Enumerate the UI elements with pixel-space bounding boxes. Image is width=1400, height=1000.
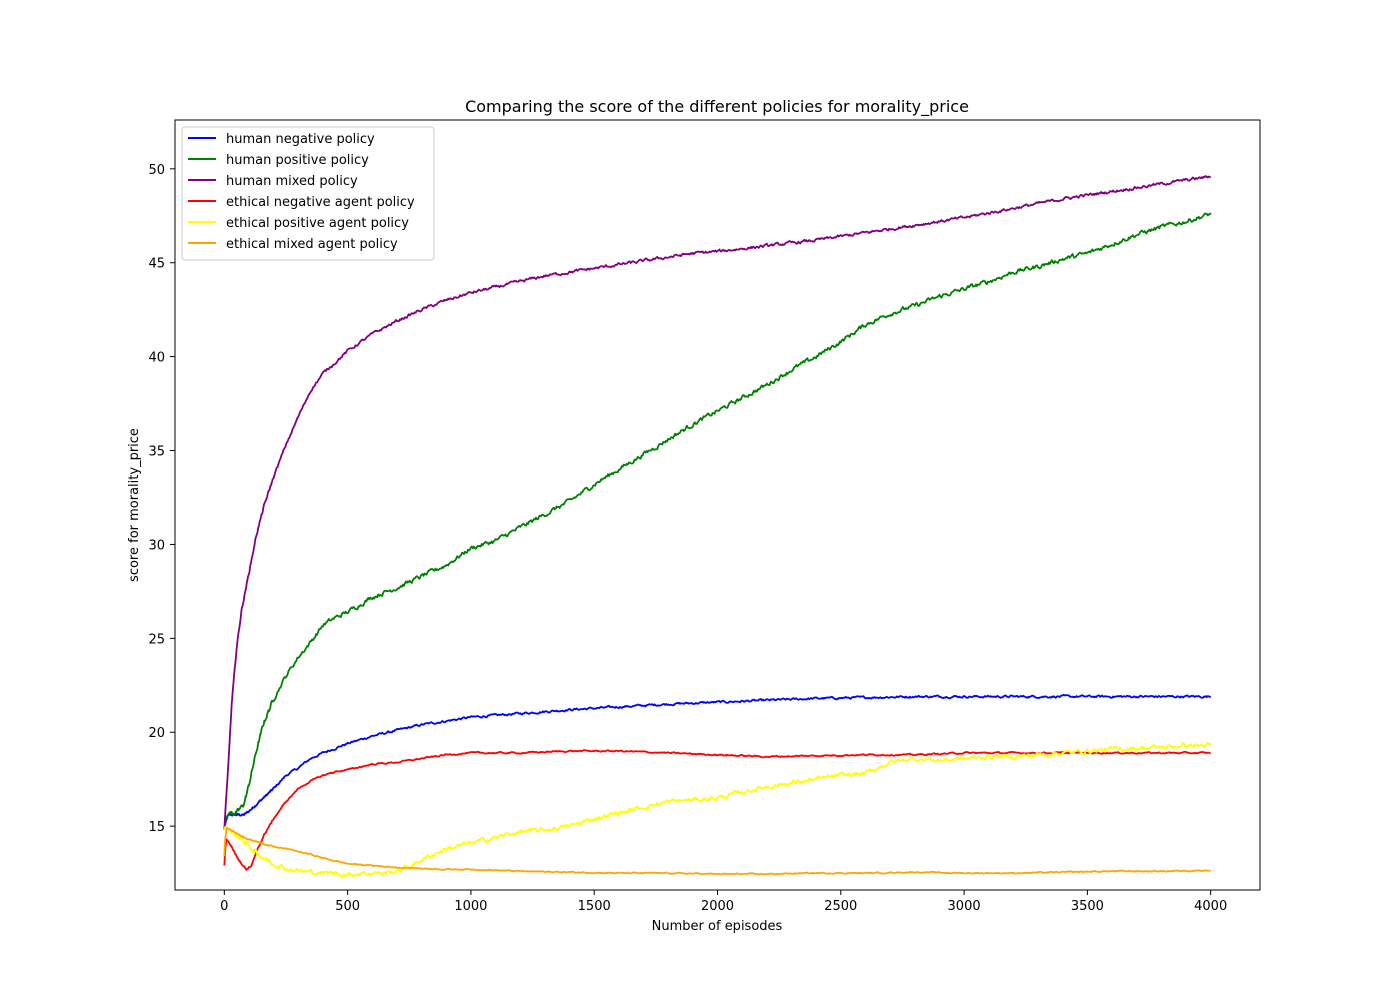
x-tick-label: 4000	[1194, 899, 1227, 914]
legend-label: human positive policy	[226, 153, 369, 168]
y-tick-label: 30	[148, 538, 165, 553]
x-tick-label: 3000	[948, 899, 981, 914]
legend-label: ethical mixed agent policy	[226, 237, 398, 252]
x-tick-label: 2000	[701, 899, 734, 914]
y-tick-label: 45	[148, 257, 165, 272]
series-line-1	[223, 212, 1212, 830]
y-tick-label: 35	[148, 445, 165, 460]
chart-title: Comparing the score of the different pol…	[465, 97, 969, 117]
legend-label: human negative policy	[226, 132, 375, 147]
x-axis-title: Number of episodes	[652, 919, 783, 934]
y-tick-label: 15	[148, 820, 165, 835]
legend-label: human mixed policy	[226, 174, 358, 189]
x-tick-label: 0	[220, 899, 228, 914]
y-tick-label: 25	[148, 632, 165, 647]
x-tick-label: 500	[335, 899, 360, 914]
series-line-4	[223, 741, 1212, 878]
series-line-5	[223, 827, 1211, 876]
legend: human negative policy human positive poli…	[181, 126, 435, 261]
x-tick-label: 1500	[578, 899, 611, 914]
y-tick-label: 40	[148, 351, 165, 366]
series-line-0	[223, 694, 1212, 831]
y-tick-label: 50	[148, 163, 165, 178]
y-tick-label: 20	[148, 726, 165, 741]
x-axis: 0 500 1000 1500 2000 2500 3000 3500 4000	[220, 890, 1227, 914]
x-tick-label: 2500	[824, 899, 857, 914]
series-line-2	[223, 175, 1212, 830]
x-tick-label: 1000	[454, 899, 487, 914]
legend-label: ethical positive agent policy	[226, 216, 409, 231]
series-lines	[223, 175, 1212, 878]
y-axis-title: score for morality_price	[127, 428, 142, 582]
legend-label: ethical negative agent policy	[226, 195, 415, 210]
legend-box	[181, 126, 435, 261]
y-axis: 15 20 25 30 35 40 45 50	[148, 163, 175, 835]
x-tick-label: 3500	[1071, 899, 1104, 914]
